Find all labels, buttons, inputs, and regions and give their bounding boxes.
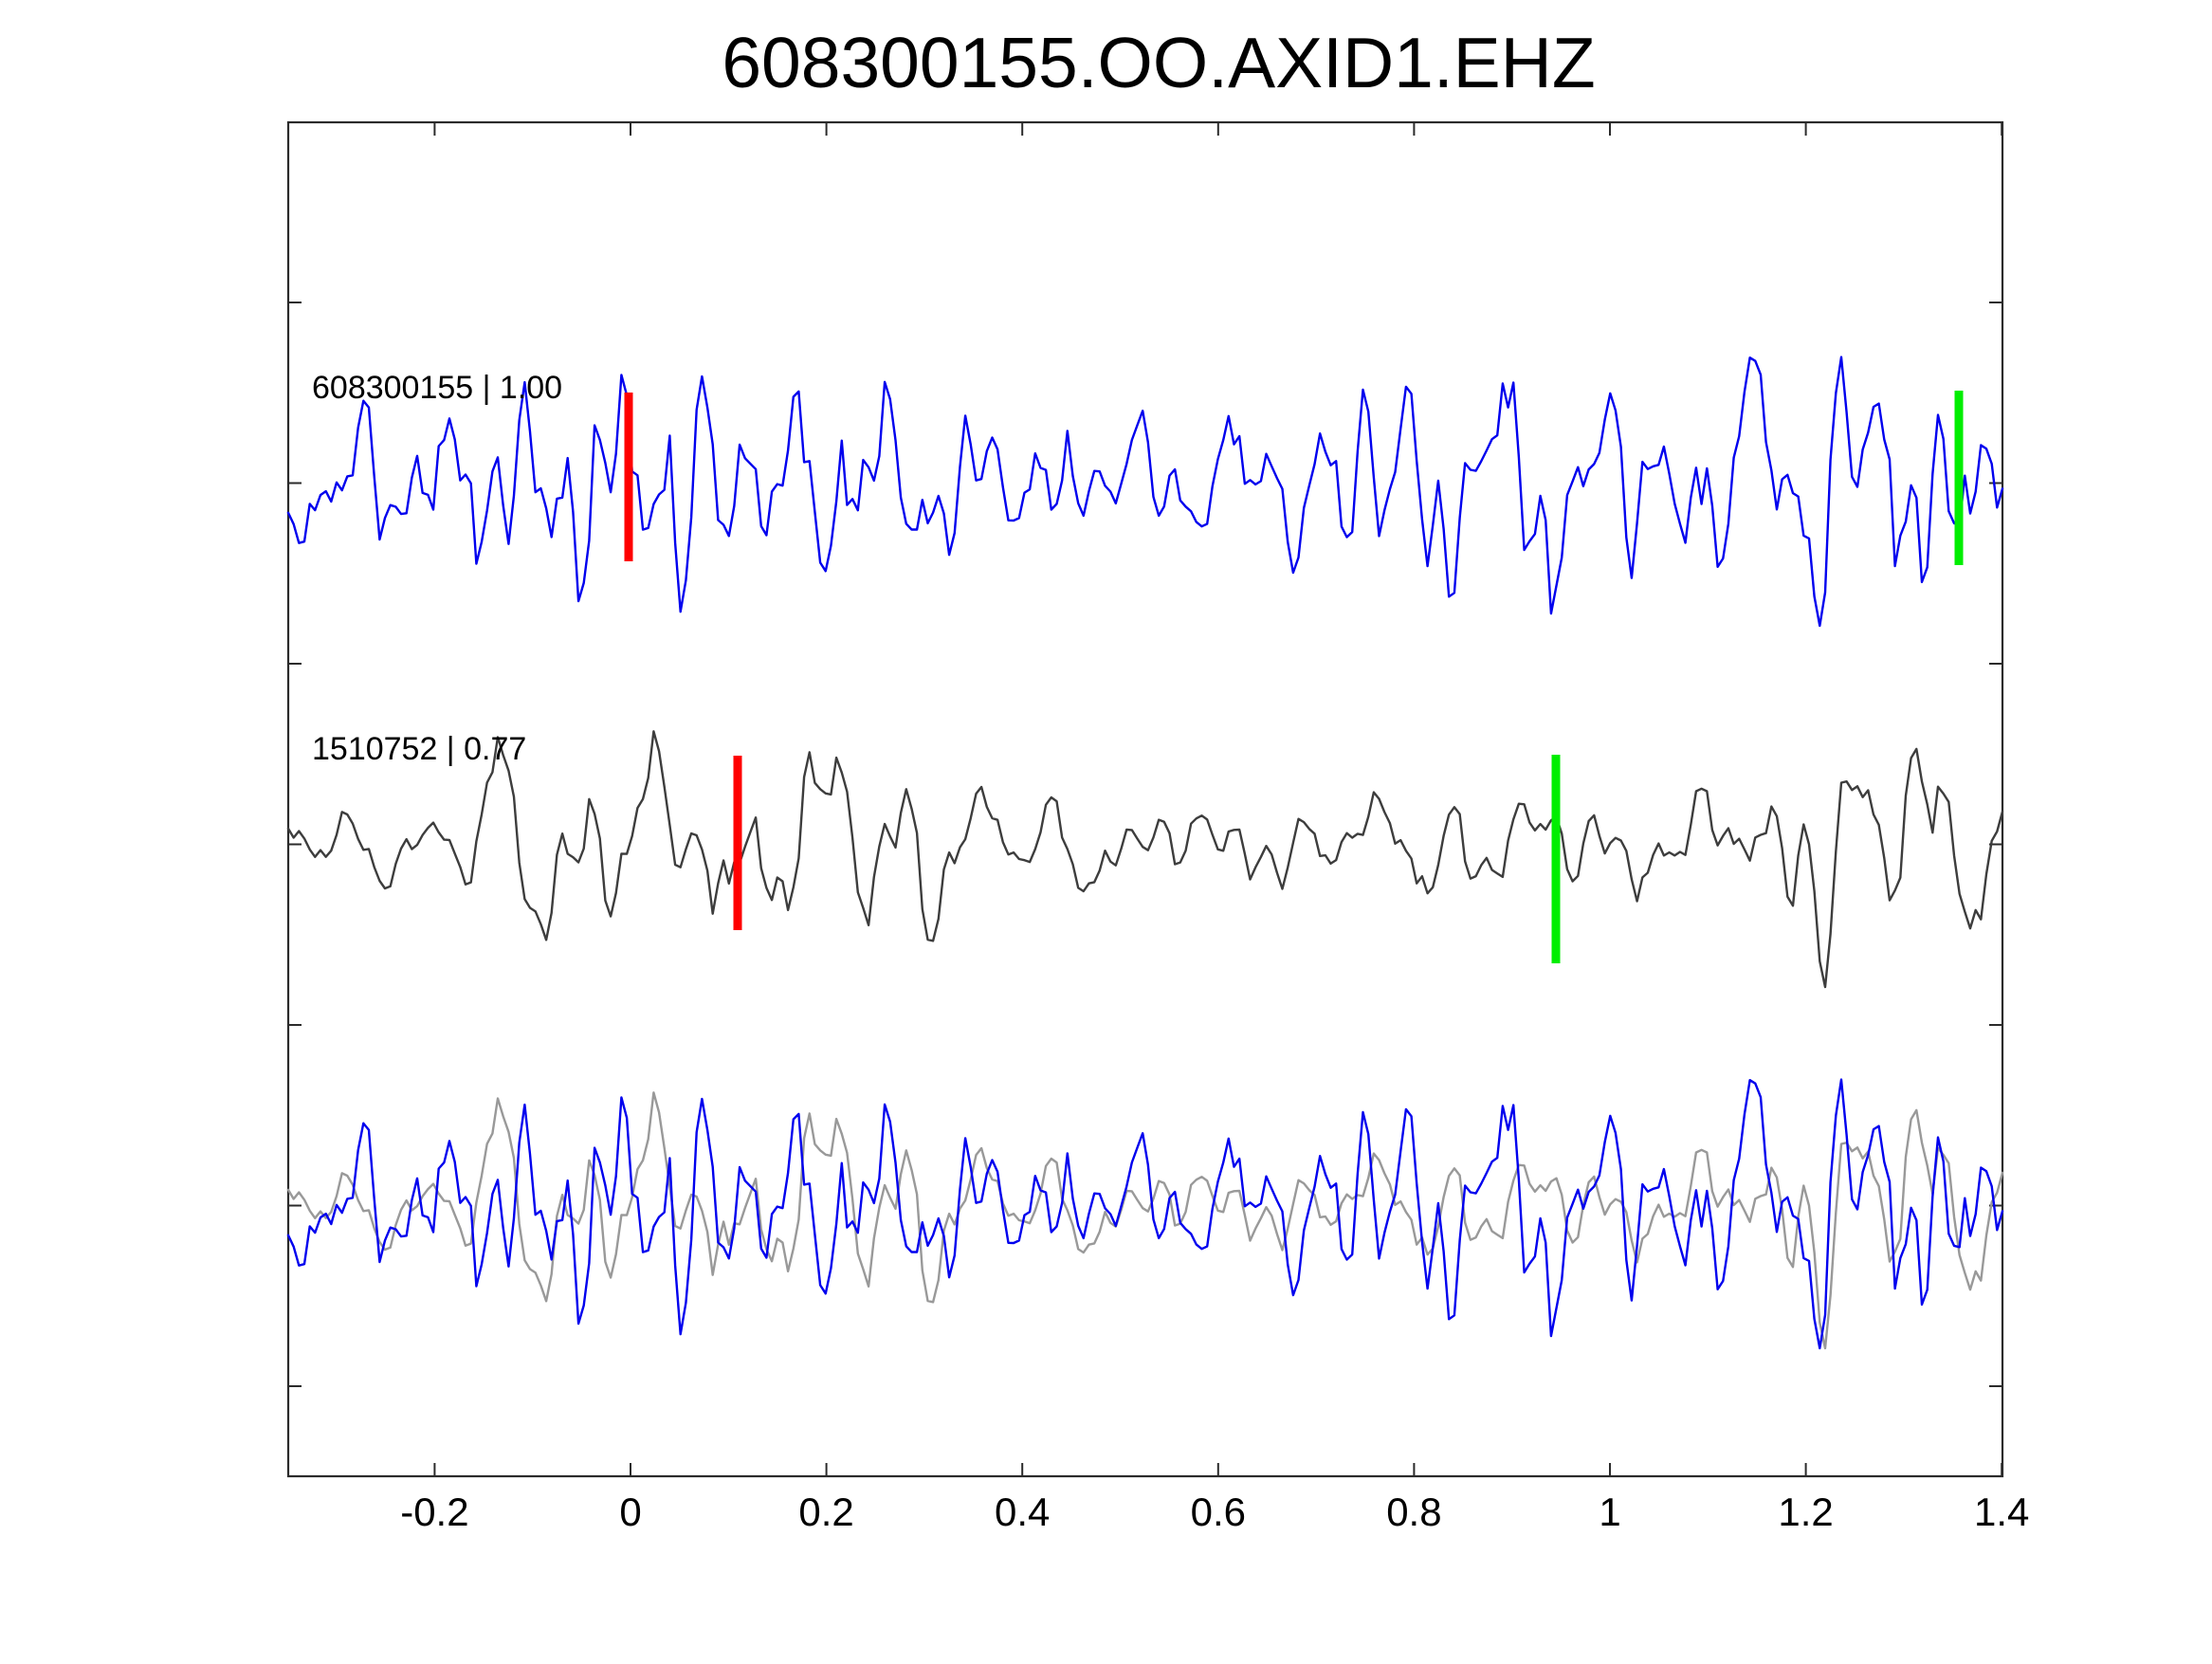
svg-text:1510752 | 0.77: 1510752 | 0.77	[312, 731, 526, 767]
svg-text:1.2: 1.2	[1778, 1490, 1833, 1534]
svg-text:1.4: 1.4	[1974, 1490, 2029, 1534]
svg-text:0.6: 0.6	[1191, 1490, 1246, 1534]
svg-text:608300155.OO.AXID1.EHZ: 608300155.OO.AXID1.EHZ	[722, 23, 1595, 102]
svg-text:0.4: 0.4	[995, 1490, 1050, 1534]
svg-text:0.8: 0.8	[1386, 1490, 1441, 1534]
svg-text:608300155 | 1.00: 608300155 | 1.00	[312, 370, 562, 406]
svg-text:1: 1	[1599, 1490, 1620, 1534]
svg-text:0: 0	[619, 1490, 641, 1534]
svg-text:0.2: 0.2	[798, 1490, 853, 1534]
svg-text:-0.2: -0.2	[400, 1490, 468, 1534]
